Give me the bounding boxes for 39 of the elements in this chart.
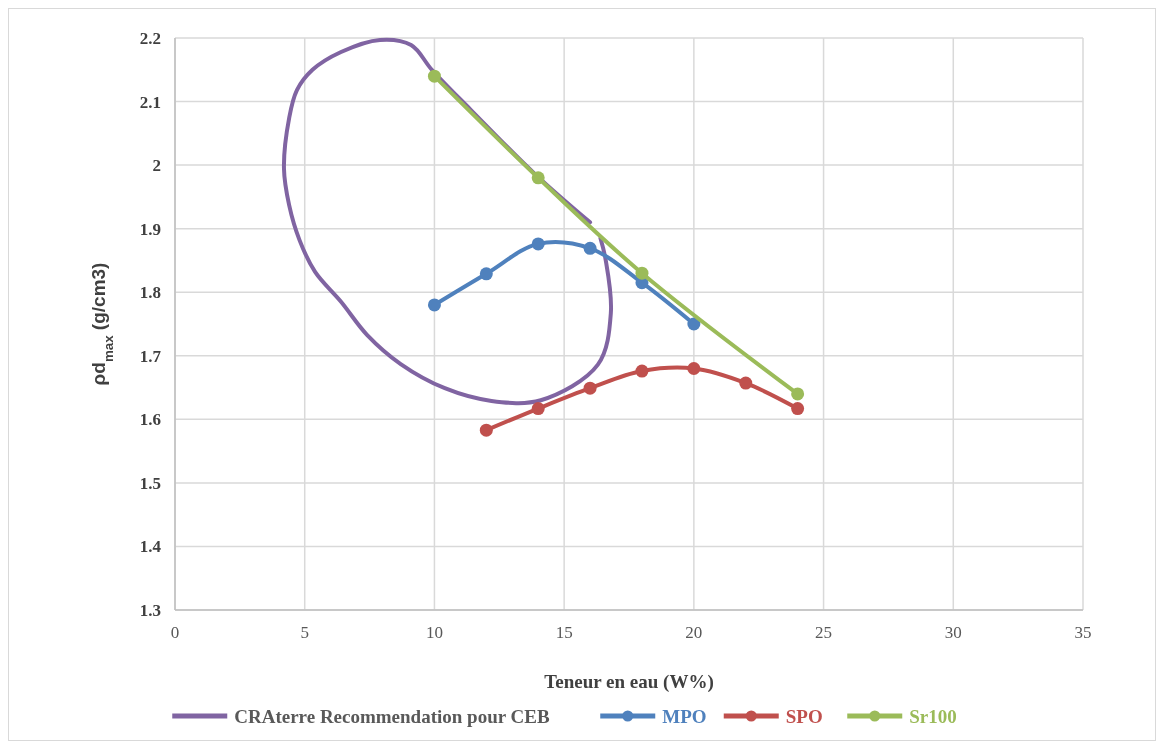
x-tick-label: 35: [1074, 623, 1092, 642]
legend-label: CRAterre Recommendation pour CEB: [234, 706, 550, 727]
point: [479, 267, 493, 281]
point: [531, 171, 545, 185]
x-axis-title: Teneur en eau (W%): [544, 671, 714, 693]
x-tick-label: 30: [944, 623, 962, 642]
point: [583, 381, 597, 395]
x-tick-label: 0: [170, 623, 180, 642]
point: [479, 423, 493, 437]
y-tick-label: 1.3: [139, 601, 161, 620]
y-tick-label: 1.5: [139, 473, 161, 493]
point: [687, 361, 701, 375]
point: [791, 402, 805, 416]
y-tick-label: 2: [152, 156, 161, 176]
point: [427, 298, 441, 312]
point: [687, 317, 701, 331]
point: [739, 376, 753, 390]
point: [531, 402, 545, 416]
y-tick-label: 2.2: [139, 29, 161, 48]
x-tick-label: 20: [685, 623, 703, 642]
point: [791, 387, 805, 401]
x-tick-label: 25: [815, 623, 833, 642]
y-tick-label: 1.4: [139, 537, 162, 557]
legend-label: SPO: [785, 706, 823, 727]
legend-label: Sr100: [909, 706, 957, 727]
x-tick-label: 15: [555, 623, 573, 642]
y-tick-label: 1.6: [139, 410, 161, 430]
x-tick-label: 5: [300, 623, 309, 642]
y-tick-label: 2.1: [139, 92, 161, 112]
y-tick-label: 1.7: [139, 346, 162, 366]
point: [427, 69, 441, 83]
y-tick-label: 1.8: [139, 283, 161, 303]
point: [635, 364, 649, 378]
x-tick-label: 10: [425, 623, 443, 642]
point: [583, 241, 597, 255]
y-tick-label: 1.9: [139, 219, 161, 239]
point: [531, 237, 545, 251]
point: [635, 266, 649, 280]
legend-label: MPO: [662, 706, 707, 727]
